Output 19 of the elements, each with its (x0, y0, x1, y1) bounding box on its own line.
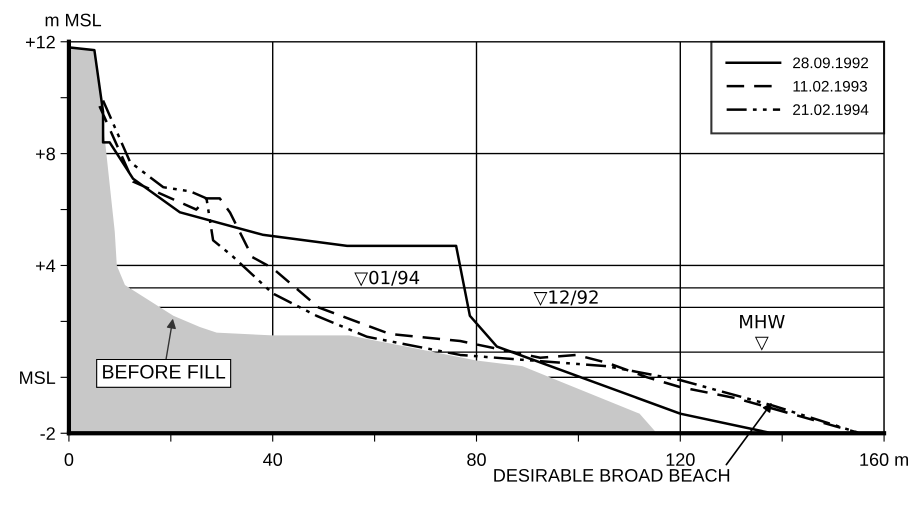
x-tick-label: 80 (467, 453, 486, 466)
legend-label: 21.02.1994 (793, 104, 868, 116)
ref-line-label: ▽01/94 (354, 270, 420, 286)
annotation: DESIRABLE BROAD BEACH (494, 468, 730, 482)
x-tick-label: 160 m (860, 453, 908, 466)
y-tick-label: +4 (36, 260, 56, 272)
legend-label: 11.02.1993 (794, 80, 868, 92)
x-tick-label: 40 (263, 453, 282, 466)
x-tick-label: 120 (666, 453, 695, 466)
y-tick-label: +8 (36, 148, 55, 160)
legend-label: 28.09.1992 (793, 57, 868, 68)
x-tick-label: 0 (64, 453, 74, 466)
y-tick-label: -2 (40, 427, 55, 440)
y-tick-label: MSL (20, 371, 56, 384)
ref-line-label: MHW ▽ (740, 315, 785, 351)
y-axis-title: m MSL (46, 14, 102, 26)
series-label: BEFORE FILL (103, 364, 226, 379)
y-tick-label: +12 (26, 36, 55, 48)
ref-line-label: ▽12/92 (534, 290, 598, 306)
